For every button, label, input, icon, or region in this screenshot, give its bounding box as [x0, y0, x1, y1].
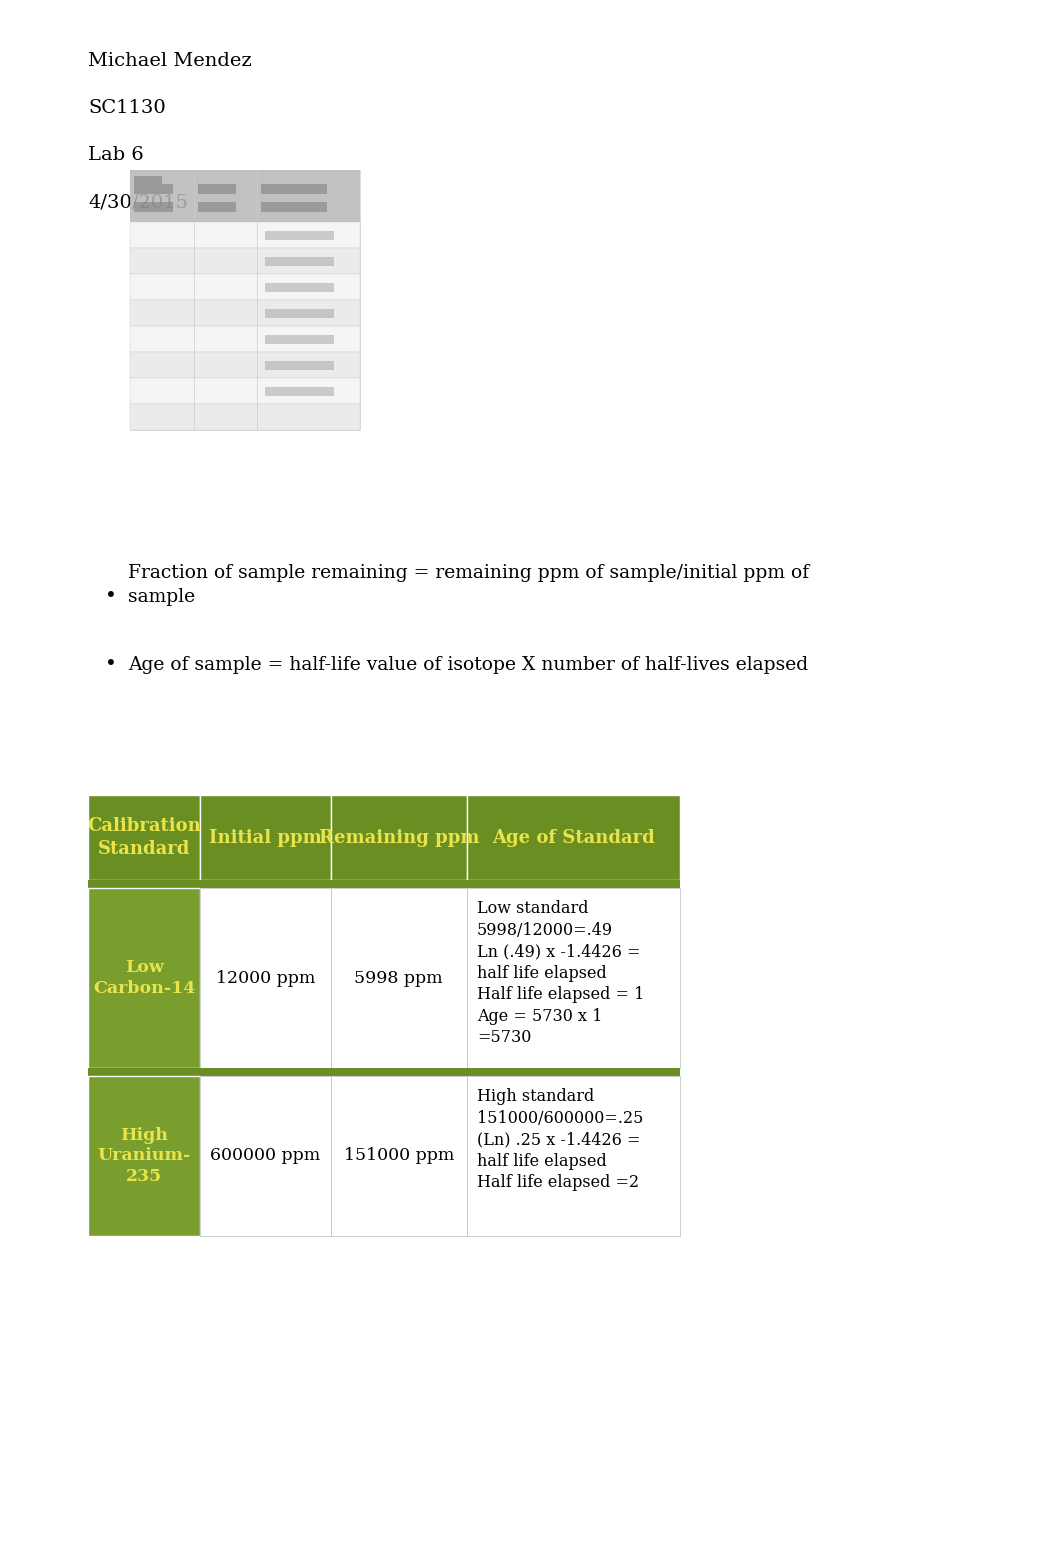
- FancyBboxPatch shape: [199, 202, 236, 212]
- FancyBboxPatch shape: [467, 888, 680, 1067]
- Text: Age of Standard: Age of Standard: [492, 828, 655, 846]
- FancyBboxPatch shape: [88, 795, 201, 881]
- FancyBboxPatch shape: [130, 247, 360, 274]
- Text: 151000 ppm: 151000 ppm: [344, 1147, 453, 1164]
- FancyBboxPatch shape: [130, 170, 360, 223]
- Text: High standard
151000/600000=.25
(Ln) .25 x -1.4426 =
half life elapsed
Half life: High standard 151000/600000=.25 (Ln) .25…: [477, 1088, 644, 1192]
- FancyBboxPatch shape: [260, 184, 327, 194]
- FancyBboxPatch shape: [88, 1067, 680, 1077]
- FancyBboxPatch shape: [130, 378, 360, 405]
- FancyBboxPatch shape: [264, 361, 333, 370]
- FancyBboxPatch shape: [88, 1077, 201, 1235]
- Text: Michael Mendez: Michael Mendez: [88, 51, 252, 70]
- Text: Fraction of sample remaining = remaining ppm of sample/initial ppm of
sample: Fraction of sample remaining = remaining…: [129, 565, 809, 605]
- FancyBboxPatch shape: [330, 1077, 467, 1235]
- Text: Initial ppm: Initial ppm: [209, 828, 322, 846]
- Text: High
Uranium-
235: High Uranium- 235: [98, 1127, 191, 1186]
- FancyBboxPatch shape: [260, 202, 327, 212]
- Text: Lab 6: Lab 6: [88, 146, 143, 163]
- FancyBboxPatch shape: [130, 223, 360, 247]
- FancyBboxPatch shape: [201, 1077, 330, 1235]
- FancyBboxPatch shape: [264, 283, 333, 293]
- Text: 12000 ppm: 12000 ppm: [216, 969, 315, 987]
- Text: Low standard
5998/12000=.49
Ln (.49) x -1.4426 =
half life elapsed
Half life ela: Low standard 5998/12000=.49 Ln (.49) x -…: [477, 899, 645, 1046]
- FancyBboxPatch shape: [130, 274, 360, 300]
- FancyBboxPatch shape: [201, 888, 330, 1067]
- FancyBboxPatch shape: [134, 176, 162, 184]
- Text: Age of sample = half-life value of isotope X number of half-lives elapsed: Age of sample = half-life value of isoto…: [129, 657, 808, 674]
- FancyBboxPatch shape: [199, 184, 236, 194]
- FancyBboxPatch shape: [130, 327, 360, 352]
- FancyBboxPatch shape: [88, 881, 680, 888]
- Text: 5998 ppm: 5998 ppm: [355, 969, 443, 987]
- Text: SC1130: SC1130: [88, 100, 166, 117]
- FancyBboxPatch shape: [88, 888, 201, 1067]
- FancyBboxPatch shape: [330, 888, 467, 1067]
- Text: 4/30/2015: 4/30/2015: [88, 193, 188, 212]
- Text: Calibration
Standard: Calibration Standard: [87, 817, 201, 857]
- FancyBboxPatch shape: [134, 202, 173, 212]
- Text: •: •: [105, 587, 117, 605]
- FancyBboxPatch shape: [330, 795, 467, 881]
- FancyBboxPatch shape: [130, 405, 360, 429]
- Text: Remaining ppm: Remaining ppm: [319, 828, 479, 846]
- FancyBboxPatch shape: [264, 257, 333, 266]
- Text: 600000 ppm: 600000 ppm: [210, 1147, 321, 1164]
- FancyBboxPatch shape: [467, 795, 680, 881]
- FancyBboxPatch shape: [264, 232, 333, 240]
- FancyBboxPatch shape: [134, 184, 173, 194]
- FancyBboxPatch shape: [264, 310, 333, 317]
- FancyBboxPatch shape: [130, 300, 360, 327]
- FancyBboxPatch shape: [264, 387, 333, 397]
- FancyBboxPatch shape: [467, 1077, 680, 1235]
- FancyBboxPatch shape: [201, 795, 330, 881]
- FancyBboxPatch shape: [130, 352, 360, 378]
- FancyBboxPatch shape: [264, 335, 333, 344]
- FancyBboxPatch shape: [130, 170, 360, 429]
- Text: •: •: [105, 655, 117, 674]
- Text: Low
Carbon-14: Low Carbon-14: [93, 958, 195, 997]
